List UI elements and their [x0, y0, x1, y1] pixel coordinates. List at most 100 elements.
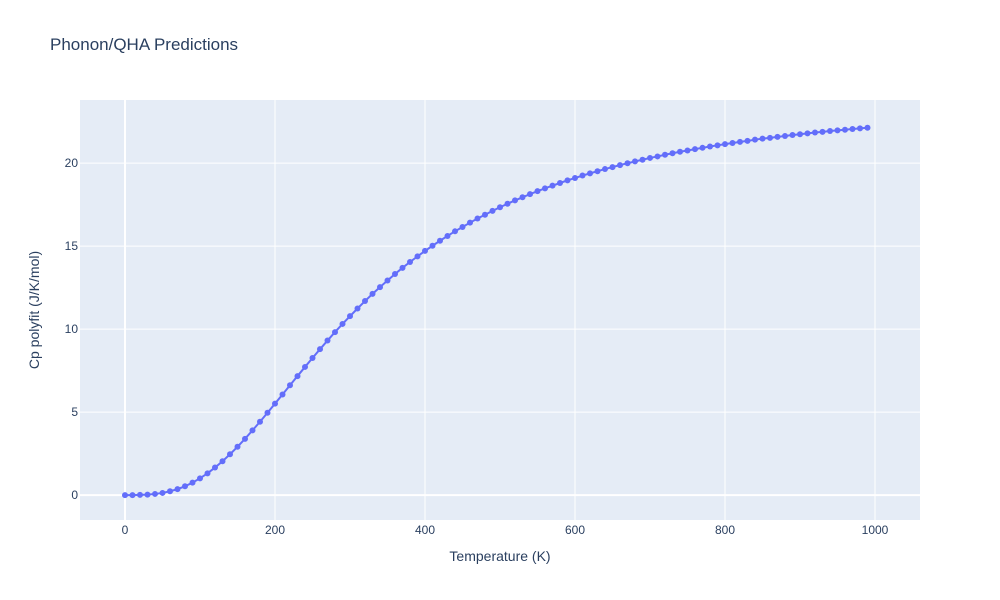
- data-point: [219, 458, 226, 465]
- data-point: [204, 470, 211, 477]
- data-point: [264, 409, 271, 416]
- data-point: [549, 182, 556, 189]
- data-point: [257, 418, 263, 425]
- x-tick-label: 0: [122, 523, 129, 537]
- data-point: [242, 435, 248, 442]
- data-point: [677, 148, 683, 155]
- y-tick-label: 15: [65, 239, 79, 253]
- data-point: [354, 305, 361, 312]
- data-point: [399, 264, 406, 271]
- data-point: [669, 150, 676, 157]
- data-point: [572, 175, 578, 182]
- grid-lines: [80, 100, 920, 520]
- data-point: [362, 298, 368, 305]
- data-point: [189, 479, 196, 486]
- data-point: [467, 219, 473, 226]
- data-point: [782, 133, 788, 140]
- data-point: [519, 194, 526, 201]
- data-point: [167, 488, 173, 495]
- data-point: [744, 137, 751, 144]
- data-point: [429, 242, 436, 249]
- data-point: [617, 162, 623, 169]
- data-point: [309, 354, 316, 361]
- data-point: [122, 492, 128, 499]
- data-point: [452, 228, 458, 235]
- data-point: [512, 197, 518, 204]
- data-point: [662, 151, 668, 158]
- data-point: [767, 134, 773, 141]
- y-tick-label: 20: [65, 156, 79, 170]
- data-point: [707, 143, 713, 150]
- data-point: [737, 138, 743, 145]
- data-point: [714, 142, 721, 149]
- data-point: [564, 177, 571, 184]
- data-point: [804, 130, 811, 137]
- data-point: [392, 270, 398, 277]
- data-point: [849, 126, 856, 133]
- data-point: [249, 427, 256, 434]
- data-point: [497, 204, 503, 211]
- y-tick-label: 5: [71, 405, 78, 419]
- x-axis-label: Temperature (K): [449, 548, 550, 564]
- data-point: [579, 172, 586, 179]
- data-point: [129, 492, 136, 499]
- data-point: [369, 290, 376, 297]
- data-point: [609, 164, 616, 171]
- data-point: [699, 144, 706, 151]
- data-point: [639, 156, 646, 163]
- data-point: [789, 132, 796, 139]
- data-point: [317, 346, 323, 353]
- data-point: [474, 215, 481, 222]
- series-line: [125, 126, 868, 497]
- data-point: [819, 128, 826, 135]
- data-point: [587, 170, 593, 177]
- data-point: [729, 140, 736, 146]
- data-point: [812, 129, 818, 136]
- data-point: [864, 124, 871, 131]
- data-point: [287, 382, 293, 389]
- data-point: [527, 191, 533, 198]
- data-point: [174, 486, 181, 493]
- data-point: [722, 141, 728, 148]
- data-point: [489, 207, 496, 214]
- data-point: [152, 490, 158, 497]
- data-point: [542, 185, 548, 192]
- data-point: [504, 200, 511, 207]
- data-point: [602, 166, 608, 173]
- data-point: [654, 153, 661, 160]
- data-point: [384, 277, 391, 284]
- data-point: [347, 313, 353, 320]
- plot-background: [80, 100, 920, 520]
- data-point: [842, 126, 848, 133]
- y-tick-label: 10: [65, 322, 79, 336]
- data-point: [294, 373, 301, 380]
- data-point: [752, 136, 758, 143]
- y-axis-label: Cp polyfit (J/K/mol): [26, 251, 42, 369]
- x-tick-label: 1000: [862, 523, 889, 537]
- data-point: [212, 464, 218, 471]
- data-point: [834, 127, 841, 134]
- y-tick-label: 0: [71, 488, 78, 502]
- tick-labels: 0 200 400 600 800 1000 0 5 10 15 20: [65, 156, 889, 537]
- data-point: [632, 158, 638, 165]
- data-point: [482, 211, 488, 218]
- data-point: [684, 147, 691, 154]
- data-point: [759, 135, 766, 142]
- data-point: [647, 154, 653, 161]
- data-point: [857, 125, 863, 132]
- data-point: [797, 131, 803, 138]
- data-point: [137, 491, 143, 498]
- x-tick-label: 800: [715, 523, 735, 537]
- data-point: [227, 451, 233, 458]
- data-point: [302, 363, 308, 370]
- data-point: [332, 329, 338, 336]
- data-point: [624, 160, 631, 167]
- data-point: [422, 247, 428, 254]
- data-point: [459, 224, 466, 230]
- data-point: [534, 188, 541, 195]
- data-point: [444, 232, 451, 239]
- data-point: [182, 483, 188, 490]
- data-point: [324, 337, 331, 344]
- data-point: [414, 253, 421, 260]
